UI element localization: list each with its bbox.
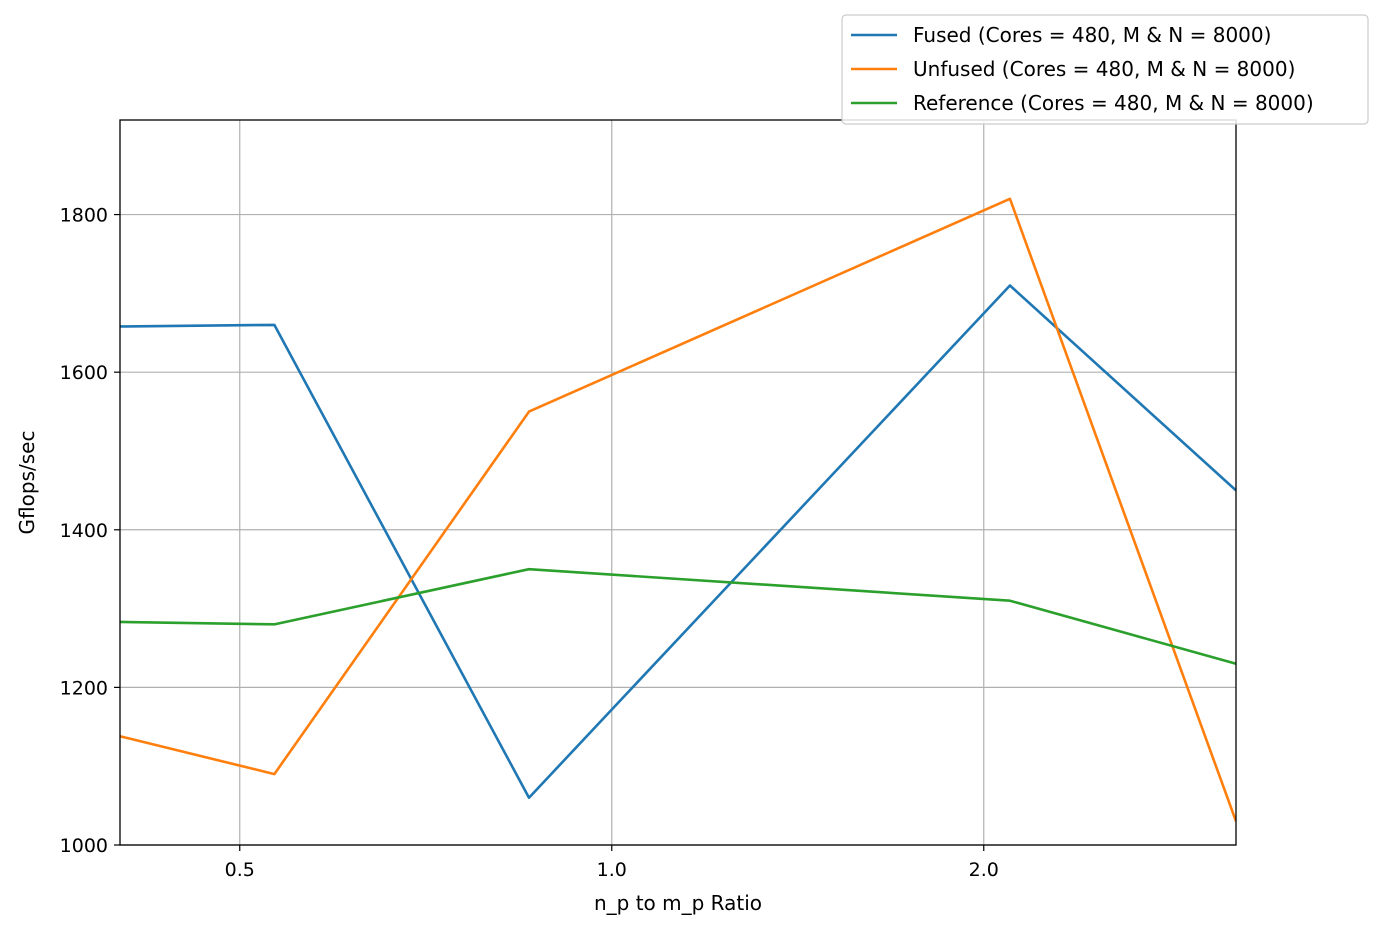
y-tick-label: 1200 bbox=[60, 677, 108, 699]
x-axis: 0.5 1.0 2.0 bbox=[225, 845, 999, 881]
y-tick-label: 1800 bbox=[60, 205, 108, 227]
y-tick-label: 1400 bbox=[60, 520, 108, 542]
x-axis-label: n_p to m_p Ratio bbox=[594, 891, 762, 915]
legend-entry-3: Reference (Cores = 480, M & N = 8000) bbox=[913, 91, 1314, 115]
x-tick-label: 1.0 bbox=[597, 859, 627, 881]
series-line-3 bbox=[120, 567, 1236, 666]
series-line-1 bbox=[120, 284, 1236, 800]
series-layer bbox=[120, 197, 1236, 822]
y-axis: 1000 1200 1400 1600 1800 bbox=[60, 205, 120, 857]
legend-entry-1: Fused (Cores = 480, M & N = 8000) bbox=[913, 23, 1271, 47]
x-tick-label: 2.0 bbox=[969, 859, 999, 881]
x-tick-label: 0.5 bbox=[225, 859, 255, 881]
series-line-2 bbox=[120, 197, 1236, 822]
legend: Fused (Cores = 480, M & N = 8000) Unfused… bbox=[841, 14, 1369, 125]
y-tick-label: 1600 bbox=[60, 362, 108, 384]
legend-box bbox=[841, 14, 1369, 125]
legend-entry-2: Unfused (Cores = 480, M & N = 8000) bbox=[913, 57, 1295, 81]
y-axis-label: Gflops/sec bbox=[15, 431, 39, 535]
y-tick-label: 1000 bbox=[60, 835, 108, 857]
plot-frame bbox=[119, 119, 1237, 846]
